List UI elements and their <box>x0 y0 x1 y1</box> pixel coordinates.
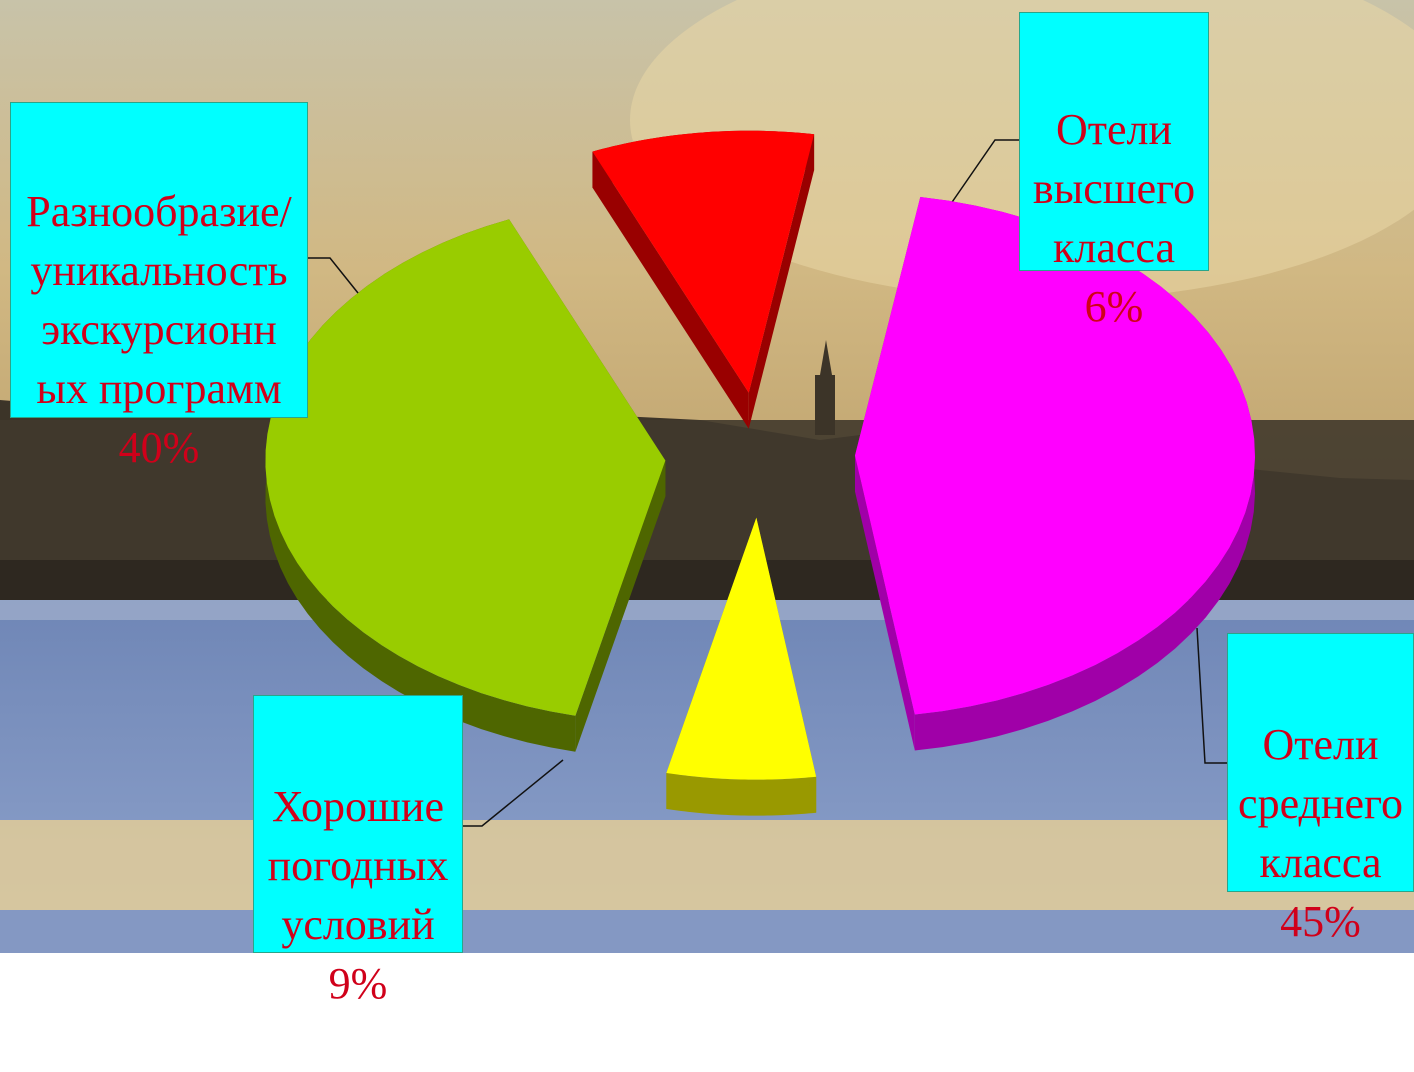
leader-line-luxury <box>947 139 1019 209</box>
pie-slice-edge-weather <box>748 134 815 429</box>
data-label-diversity: Разнообразие/ уникальность экскурсионн ы… <box>10 102 308 472</box>
data-label-luxury-value: 6% <box>1084 282 1144 331</box>
data-label-weather: Хорошие погодных условий 9% <box>253 695 463 1008</box>
pie-slice-side-diversity <box>265 219 576 752</box>
pie-slice-luxury <box>666 517 817 816</box>
pie-slice-top-middle <box>854 196 1255 715</box>
leader-line-weather <box>463 759 564 827</box>
data-label-middle-value: 45% <box>1280 897 1361 946</box>
pie-slice-edge-weather <box>592 151 749 429</box>
pie-slice-edge-diversity <box>575 460 666 752</box>
pie-slice-diversity <box>265 219 666 752</box>
pie-slices <box>265 130 1255 816</box>
data-label-middle: Отели среднего класса 45% <box>1227 633 1414 946</box>
pie-slice-top-weather <box>592 130 815 393</box>
data-label-diversity-text: Разнообразие/ уникальность экскурсионн ы… <box>26 187 292 413</box>
pie-slice-top-luxury <box>666 517 817 780</box>
data-label-luxury-text: Отели высшего класса <box>1032 105 1196 272</box>
data-label-luxury: Отели высшего класса 6% <box>1019 12 1209 331</box>
pie-slice-top-diversity <box>265 219 666 716</box>
pie-slice-middle <box>854 196 1255 751</box>
pie-slice-side-luxury <box>666 772 817 816</box>
data-label-weather-value: 9% <box>328 959 388 1008</box>
data-label-weather-text: Хорошие погодных условий <box>267 782 449 949</box>
leader-line-middle <box>1196 627 1227 764</box>
data-label-diversity-value: 40% <box>118 423 200 472</box>
pie-slice-edge-middle <box>854 455 915 751</box>
pie-slice-weather <box>592 130 815 429</box>
data-label-middle-text: Отели среднего класса <box>1238 720 1403 887</box>
